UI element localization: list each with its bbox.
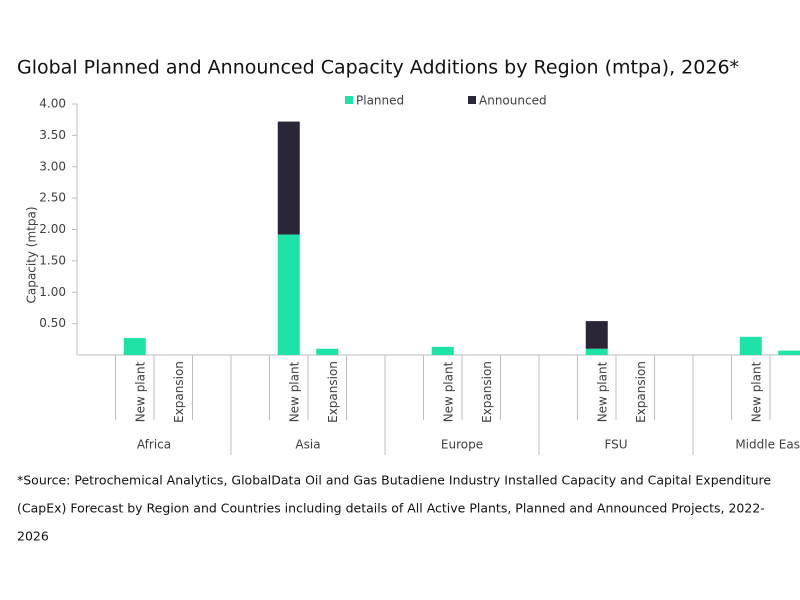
y-tick-label: 3.00 (39, 159, 66, 173)
bar-segment (431, 346, 454, 355)
bar-segment (585, 321, 608, 349)
group-label: Africa (137, 438, 171, 452)
x-tick-label: New plant (749, 361, 763, 422)
footnote: *Source: Petrochemical Analytics, Global… (17, 473, 771, 488)
x-tick-label: Expansion (480, 361, 494, 423)
bar-segment (739, 336, 762, 355)
bar-segment (277, 234, 300, 355)
y-tick-label: 1.00 (39, 285, 66, 299)
x-tick-label: Expansion (326, 361, 340, 423)
group-label: Asia (295, 438, 320, 452)
footnote: (CapEx) Forecast by Region and Countries… (17, 501, 765, 516)
bar-segment (585, 348, 608, 355)
y-axis-label: Capacity (mtpa) (25, 207, 39, 304)
y-tick-label: 1.50 (39, 253, 66, 267)
group-label: Middle East (735, 438, 800, 452)
y-tick-label: 3.50 (39, 128, 66, 142)
y-tick-label: 2.50 (39, 191, 66, 205)
legend-swatch (468, 96, 476, 104)
chart-title: Global Planned and Announced Capacity Ad… (17, 57, 739, 79)
x-tick-label: New plant (133, 361, 147, 422)
x-tick-label: Expansion (172, 361, 186, 423)
bar-segment (277, 121, 300, 235)
group-label: Europe (441, 438, 483, 452)
y-tick-label: 4.00 (39, 97, 66, 111)
group-label: FSU (604, 438, 627, 452)
legend-swatch (345, 96, 353, 104)
x-tick-label: Expansion (634, 361, 648, 423)
x-tick-label: New plant (287, 361, 301, 422)
legend-label: Announced (479, 94, 547, 108)
y-tick-label: 0.50 (39, 316, 66, 330)
footnote: 2026 (17, 529, 49, 544)
bar-segment (123, 338, 146, 355)
x-tick-label: New plant (441, 361, 455, 422)
x-tick-label: New plant (595, 361, 609, 422)
legend-label: Planned (356, 94, 404, 108)
bar-segment (316, 348, 339, 355)
y-tick-label: 2.00 (39, 222, 66, 236)
bar-segment (778, 350, 800, 355)
